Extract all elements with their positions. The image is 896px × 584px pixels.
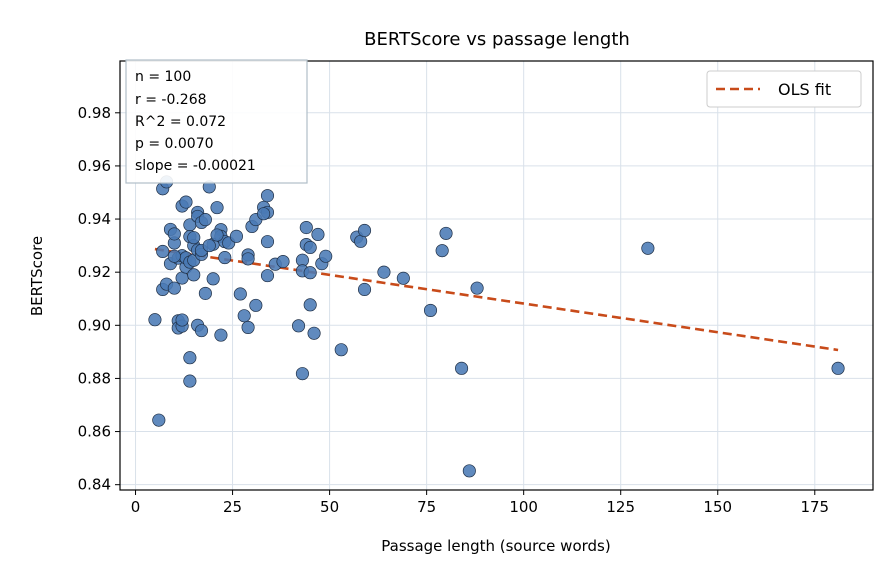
data-point [175, 313, 189, 327]
data-point [377, 265, 391, 279]
data-point [455, 361, 469, 375]
data-point [260, 269, 275, 283]
data-point [206, 272, 220, 286]
data-point [299, 221, 313, 235]
data-point [179, 195, 193, 209]
data-point [439, 226, 453, 240]
stats-box-frame [125, 59, 308, 184]
data-point [210, 228, 224, 242]
data-point [183, 351, 197, 365]
x-tick-label: 125 [606, 498, 635, 516]
x-tick-label: 0 [131, 498, 141, 516]
x-tick-label: 150 [703, 498, 732, 516]
x-tick-label: 25 [223, 498, 242, 516]
data-point [229, 229, 243, 243]
grid [120, 61, 873, 490]
data-point [237, 309, 251, 323]
y-tick-label: 0.86 [78, 423, 111, 441]
stats-box: n = 100 r = -0.268 R^2 = 0.072 p = 0.007… [125, 59, 308, 184]
data-point [257, 207, 271, 221]
data-point [357, 223, 372, 238]
data-points [148, 175, 845, 478]
data-point [187, 231, 201, 245]
y-tick-label: 0.96 [78, 157, 111, 175]
data-point [307, 326, 321, 340]
data-point [396, 271, 410, 285]
x-tick-label: 100 [509, 498, 538, 516]
data-point [470, 281, 484, 295]
data-point [334, 343, 348, 357]
data-point [303, 240, 317, 255]
data-point [218, 251, 232, 265]
data-point [187, 268, 201, 282]
y-tick-label: 0.94 [78, 210, 111, 228]
data-point [357, 282, 372, 296]
data-point [167, 249, 181, 263]
data-point [462, 464, 476, 478]
stats-line-p: p = 0.0070 [135, 136, 214, 152]
data-point [303, 266, 317, 280]
y-axis-label: BERTScore [28, 236, 46, 316]
plot-area-frame [119, 60, 874, 491]
data-point [319, 249, 333, 263]
data-point [249, 298, 263, 312]
data-point [194, 324, 209, 338]
chart-title: BERTScore vs passage length [364, 29, 630, 50]
data-point [198, 286, 212, 300]
data-point [641, 241, 655, 255]
x-tick-label: 75 [417, 498, 436, 516]
y-tick-label: 0.88 [78, 369, 111, 387]
x-tick-label: 175 [800, 498, 829, 516]
data-point [260, 189, 275, 203]
data-point [152, 413, 166, 427]
x-tick-label: 50 [320, 498, 339, 516]
data-point [214, 328, 228, 342]
data-point [311, 227, 325, 242]
y-tick-label: 0.84 [78, 476, 111, 494]
data-point [435, 244, 449, 258]
stats-line-r2: R^2 = 0.072 [135, 114, 226, 130]
legend: OLS fit [706, 70, 862, 108]
data-point [241, 320, 255, 334]
data-point [175, 271, 189, 285]
data-point [233, 287, 247, 301]
data-point [183, 374, 197, 388]
data-point [202, 239, 216, 253]
data-point [167, 227, 181, 241]
stats-line-r: r = -0.268 [135, 92, 207, 108]
data-point [291, 319, 306, 333]
y-axis-ticks: 0.84 0.86 0.88 0.90 0.92 0.94 0.96 0.98 [78, 104, 120, 494]
x-axis-ticks: 0 25 50 75 100 125 150 175 [131, 490, 829, 516]
data-point [210, 201, 224, 215]
data-point [156, 244, 170, 259]
stats-line-n: n = 100 [135, 69, 191, 85]
y-tick-label: 0.92 [78, 263, 111, 281]
data-point [423, 303, 438, 317]
data-point [241, 252, 255, 266]
data-point [295, 367, 309, 381]
data-point [198, 213, 212, 227]
data-point [260, 235, 275, 249]
data-point [831, 361, 845, 375]
data-point [303, 298, 317, 312]
stats-line-slope: slope = -0.00021 [135, 158, 256, 174]
data-point [276, 255, 290, 269]
data-point [354, 234, 368, 248]
x-axis-label: Passage length (source words) [381, 537, 610, 555]
y-tick-label: 0.90 [78, 316, 111, 334]
data-point [167, 281, 181, 295]
legend-frame [706, 70, 862, 108]
y-tick-label: 0.98 [78, 104, 111, 122]
legend-label-ols-fit: OLS fit [778, 80, 831, 99]
data-point [148, 313, 162, 327]
ols-fit-line [154, 247, 839, 352]
